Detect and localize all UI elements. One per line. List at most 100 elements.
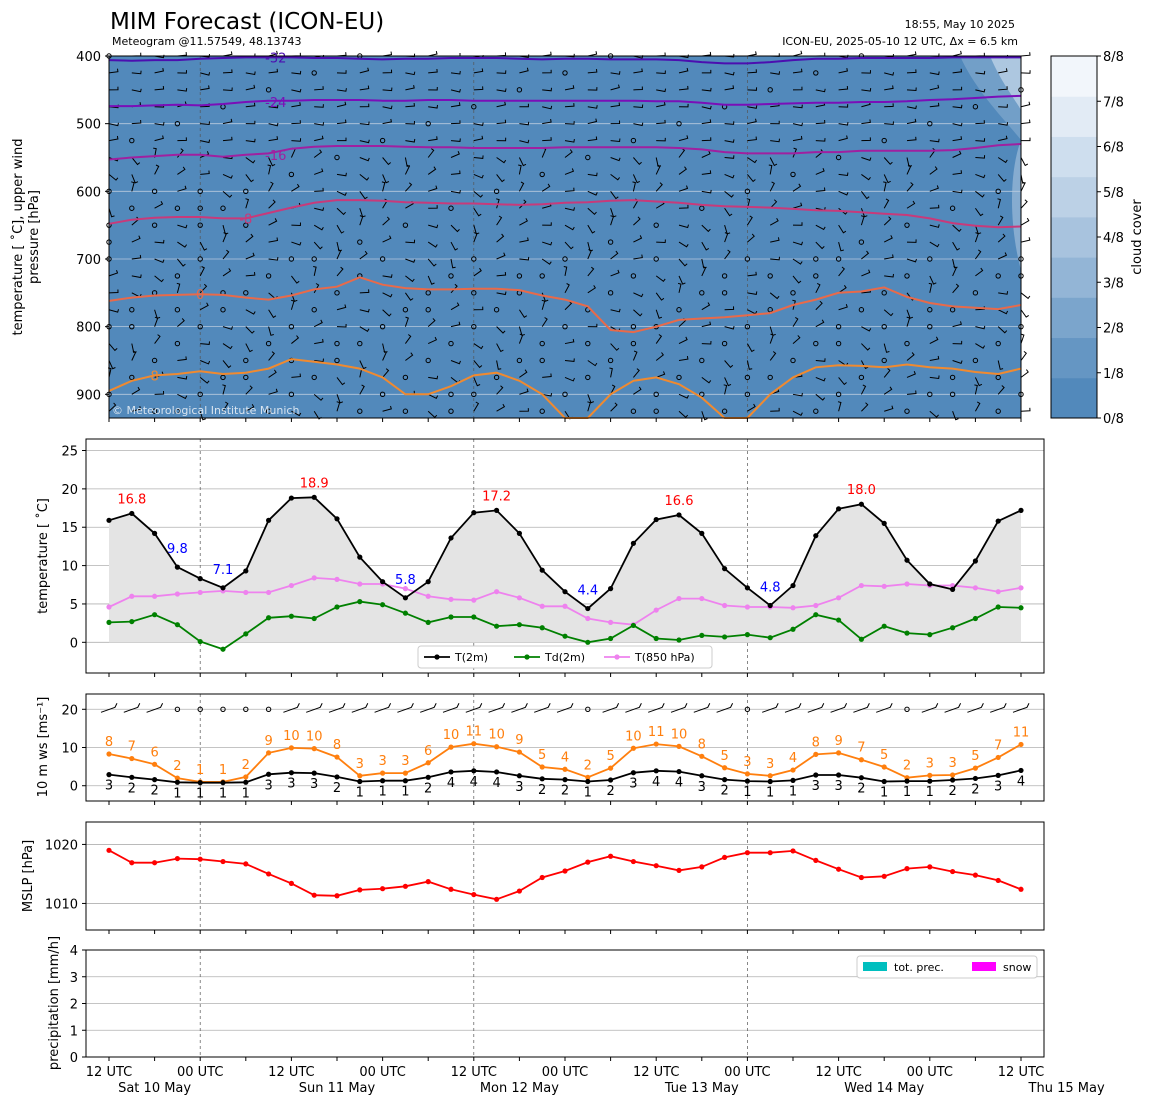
wind-barb bbox=[678, 258, 688, 267]
y-tick-label: 0 bbox=[70, 1051, 78, 1066]
data-label: 4 bbox=[492, 776, 500, 791]
wind-barb-calm bbox=[721, 273, 728, 279]
wind-barb bbox=[974, 377, 983, 387]
wind-barb bbox=[1020, 351, 1027, 361]
wind-barb bbox=[815, 300, 823, 311]
wind-barb-calm bbox=[949, 391, 956, 398]
wind-barb bbox=[382, 87, 393, 92]
data-point bbox=[266, 871, 272, 877]
wind-barb-calm bbox=[243, 374, 249, 381]
wind-barb bbox=[473, 135, 484, 142]
data-point bbox=[585, 615, 591, 622]
data-point bbox=[106, 751, 112, 757]
colorbar-label: cloud cover bbox=[1130, 199, 1145, 275]
y-tick-label: 900 bbox=[76, 388, 101, 403]
wind-barb bbox=[108, 309, 119, 313]
surface-barb bbox=[397, 703, 414, 713]
wind-barb bbox=[177, 375, 188, 380]
data-point bbox=[630, 858, 637, 865]
day-label: Thu 15 May bbox=[1028, 1081, 1105, 1096]
data-point bbox=[494, 744, 500, 750]
data-point bbox=[995, 589, 1001, 595]
wind-barb bbox=[952, 104, 963, 109]
data-point bbox=[539, 874, 545, 881]
wind-barb bbox=[632, 181, 636, 192]
wind-barb-calm bbox=[835, 391, 842, 398]
data-point bbox=[380, 602, 386, 608]
data-point bbox=[630, 745, 637, 751]
wind-barb bbox=[906, 352, 915, 361]
data-point bbox=[539, 567, 545, 573]
wind-barb bbox=[519, 139, 530, 144]
wind-barb-calm bbox=[471, 256, 477, 262]
wind-barb bbox=[473, 360, 483, 369]
wind-barb bbox=[770, 138, 780, 143]
wind-barb bbox=[131, 274, 142, 279]
data-label: 6 bbox=[150, 745, 158, 760]
wind-barb bbox=[564, 224, 575, 231]
wind-barb bbox=[610, 269, 620, 277]
wind-barb bbox=[678, 393, 689, 399]
y-tick-label: 800 bbox=[76, 321, 101, 336]
wind-barb bbox=[975, 138, 986, 142]
wind-barb bbox=[314, 207, 325, 212]
day-label: Sat 10 May bbox=[118, 1081, 191, 1096]
data-point bbox=[516, 749, 523, 755]
wind-barb bbox=[701, 170, 712, 175]
wind-barb bbox=[633, 104, 644, 109]
wind-barb bbox=[382, 51, 393, 57]
isotherm-line bbox=[108, 199, 1022, 229]
extreme-label: 17.2 bbox=[482, 489, 511, 504]
wind-barb bbox=[997, 157, 1008, 164]
data-point bbox=[608, 853, 614, 859]
wind-barb bbox=[245, 309, 256, 315]
day-label: Mon 12 May bbox=[480, 1081, 559, 1096]
wind-barb bbox=[655, 352, 664, 361]
data-point bbox=[722, 765, 728, 771]
wind-barb bbox=[952, 189, 963, 194]
wind-barb bbox=[336, 266, 344, 277]
data-point bbox=[972, 872, 979, 878]
data-point bbox=[539, 764, 545, 770]
wind-barb bbox=[359, 326, 370, 332]
wind-barb bbox=[633, 216, 641, 226]
wind-barb bbox=[746, 360, 753, 370]
wind-barb bbox=[792, 147, 798, 158]
wind-barb-calm bbox=[448, 391, 454, 398]
wind-barb bbox=[906, 69, 917, 74]
data-label: 11 bbox=[1013, 725, 1030, 740]
wind-barb bbox=[268, 218, 278, 226]
legend-box bbox=[856, 955, 1038, 979]
wind-barb bbox=[656, 119, 666, 125]
wind-barb bbox=[496, 360, 502, 370]
wind-barb bbox=[177, 258, 186, 267]
wind-barb bbox=[975, 70, 986, 75]
data-point bbox=[585, 605, 591, 612]
wind-barb bbox=[450, 360, 461, 365]
wind-barb bbox=[108, 135, 119, 142]
data-point bbox=[471, 891, 477, 898]
wind-barb bbox=[382, 216, 391, 226]
wind-barb-calm bbox=[699, 205, 705, 211]
wind-barb bbox=[541, 299, 546, 310]
wind-barb bbox=[450, 258, 456, 269]
wind-barb bbox=[473, 86, 484, 91]
wind-barb bbox=[382, 105, 393, 110]
wind-barb bbox=[655, 292, 665, 301]
wind-barb bbox=[222, 326, 233, 330]
surface-barb bbox=[1012, 703, 1030, 713]
wind-barb bbox=[519, 256, 530, 261]
y-tick-label: 10 bbox=[61, 742, 78, 757]
wind-barb-calm bbox=[744, 391, 751, 398]
data-point bbox=[425, 879, 431, 885]
wind-barb-calm bbox=[539, 408, 545, 414]
colorbar-tick-label: 5/8 bbox=[1103, 186, 1124, 201]
data-point bbox=[881, 873, 887, 879]
wind-barb bbox=[633, 235, 643, 243]
wind-barb bbox=[245, 326, 255, 334]
wind-barb bbox=[428, 68, 438, 74]
wind-barb bbox=[769, 157, 778, 167]
data-point bbox=[585, 639, 591, 645]
wind-barb bbox=[450, 70, 461, 75]
